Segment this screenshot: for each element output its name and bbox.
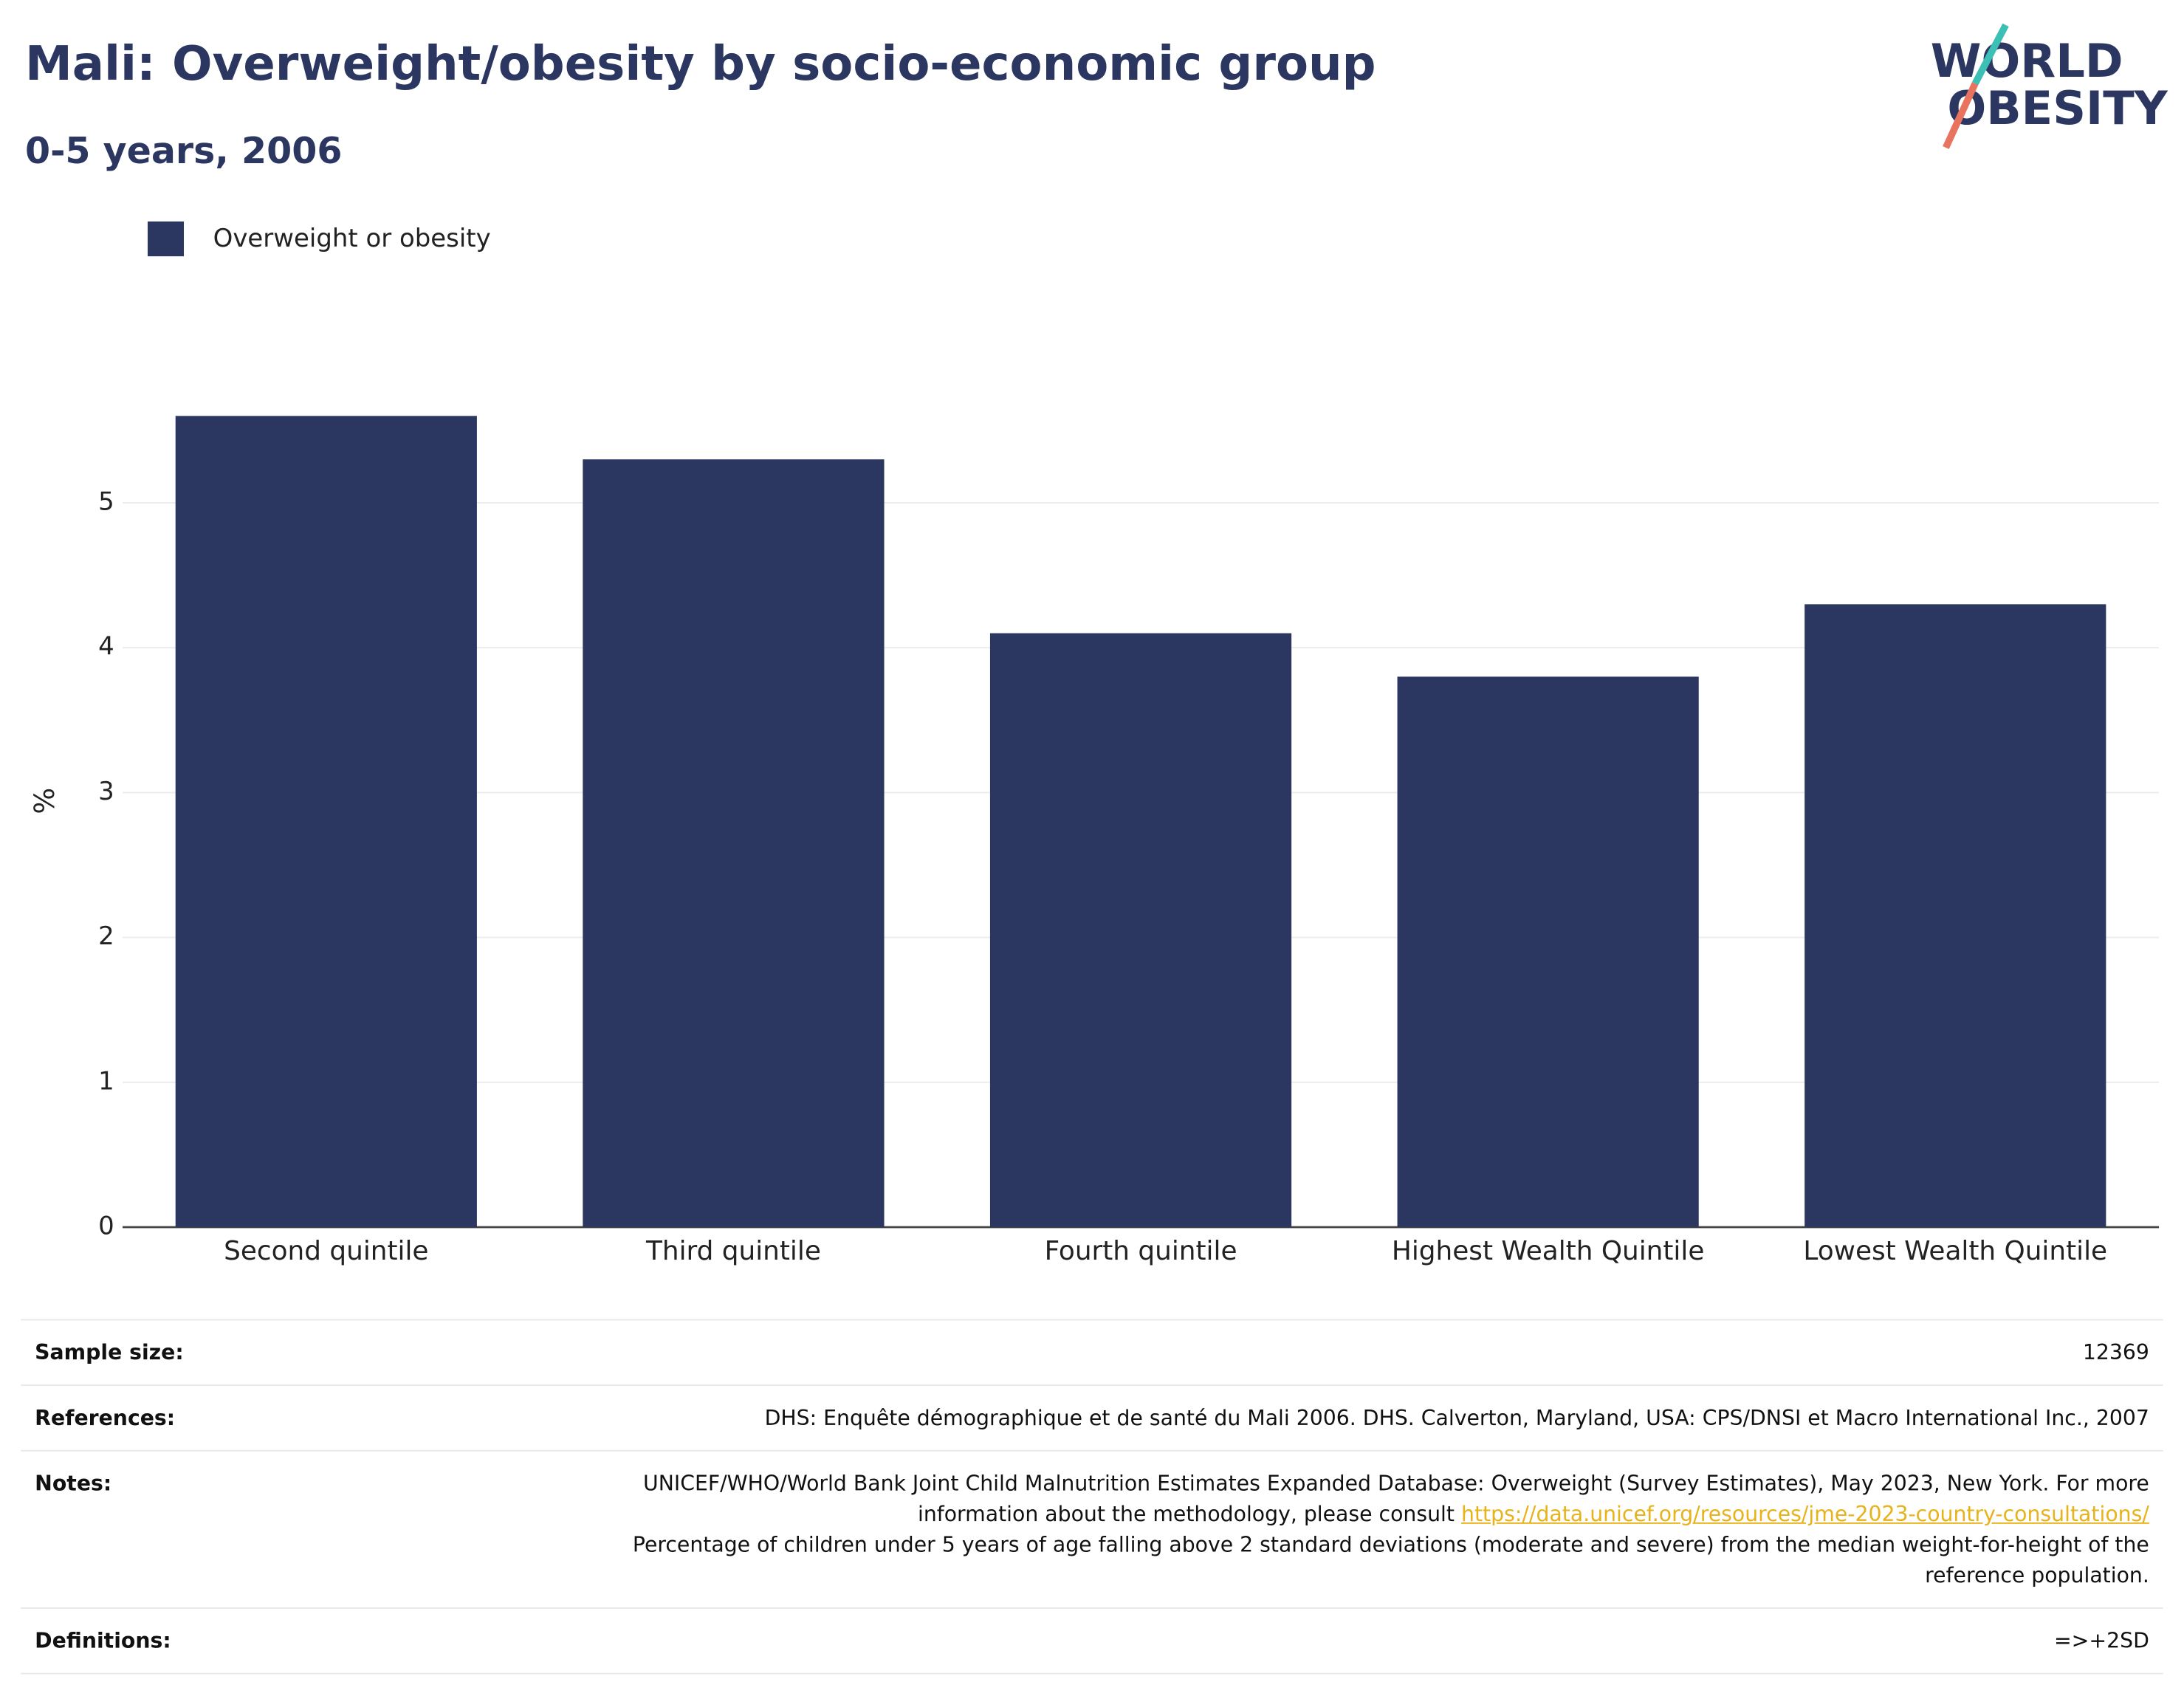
notes-text: Percentage of children under 5 years of …	[632, 1532, 2149, 1588]
row-label: Notes:	[35, 1471, 112, 1497]
chart-subtitle: 0-5 years, 2006	[25, 129, 342, 172]
logo: WORLD OBESITY	[1931, 23, 2168, 149]
legend-swatch	[147, 221, 185, 257]
footer-row: Definitions: =>+2SD	[21, 1607, 2163, 1675]
chart: Mali: Overweight/obesity by socio-econom…	[25, 23, 2168, 1266]
y-tick-label: 1	[98, 1066, 114, 1096]
logo-slash	[1971, 23, 2009, 86]
footer-row: Notes: UNICEF/WHO/World Bank Joint Child …	[21, 1449, 2163, 1607]
footer-row: Sample size: 12369	[21, 1319, 2163, 1385]
bar	[1397, 676, 1699, 1228]
row-label: Definitions:	[35, 1628, 171, 1654]
bar	[989, 633, 1292, 1228]
legend-label: Overweight or obesity	[213, 224, 491, 253]
y-tick-label: 0	[98, 1212, 114, 1241]
y-axis-label: %	[28, 788, 61, 814]
row-label: Sample size:	[35, 1339, 184, 1365]
footer-row: References: DHS: Enquête démographique et…	[21, 1384, 2163, 1450]
logo-text: WORLD	[1931, 34, 2123, 88]
y-tick-label: 4	[98, 632, 114, 662]
x-tick-label: Fourth quintile	[1045, 1236, 1237, 1266]
footer: Sample size: 12369 References: DHS: Enquêt…	[21, 1319, 2163, 1675]
x-tick-label: Highest Wealth Quintile	[1392, 1236, 1704, 1266]
chart-title: Mali: Overweight/obesity by socio-econom…	[25, 36, 1376, 92]
row-label: References:	[35, 1405, 176, 1431]
row-value: =>+2SD	[2053, 1628, 2149, 1654]
notes-text: UNICEF/WHO/World Bank Joint Child Malnut…	[643, 1471, 2149, 1527]
y-tick-label: 5	[98, 487, 114, 517]
y-tick-label: 2	[98, 921, 114, 951]
row-value: UNICEF/WHO/World Bank Joint Child Malnut…	[589, 1468, 2149, 1590]
x-tick-label: Second quintile	[224, 1236, 428, 1266]
logo-slash	[1943, 82, 1979, 149]
x-tick-label: Third quintile	[645, 1236, 821, 1266]
row-value: DHS: Enquête démographique et de santé d…	[764, 1405, 2149, 1431]
bar	[1804, 604, 2106, 1228]
logo-text: OBESITY	[1947, 81, 2168, 135]
bar	[583, 459, 885, 1228]
x-tick-label: Lowest Wealth Quintile	[1803, 1236, 2107, 1266]
notes-link[interactable]: https://data.unicef.org/resources/jme-20…	[1461, 1501, 2149, 1527]
bar	[175, 416, 477, 1228]
y-tick-label: 3	[98, 777, 114, 806]
row-value: 12369	[2082, 1339, 2149, 1365]
